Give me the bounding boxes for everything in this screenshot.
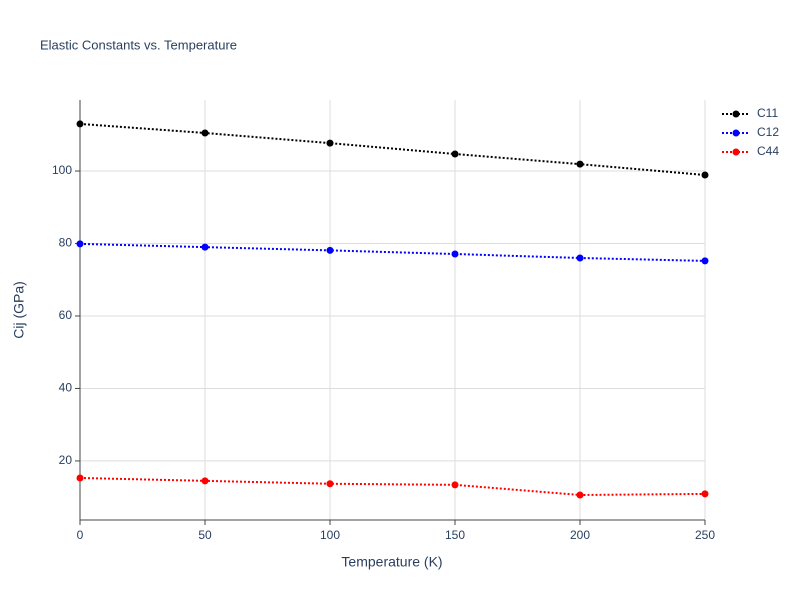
data-point	[576, 254, 584, 262]
data-point	[326, 139, 334, 147]
data-point	[76, 474, 84, 482]
y-tick-label: 60	[59, 308, 73, 322]
x-tick-label: 200	[570, 528, 590, 542]
data-point	[201, 243, 209, 251]
data-point	[201, 477, 209, 485]
series-line	[79, 122, 706, 177]
data-point	[201, 129, 209, 137]
y-tick-label: 80	[59, 236, 73, 250]
chart-title: Elastic Constants vs. Temperature	[40, 37, 237, 52]
x-axis-title: Temperature (K)	[341, 554, 442, 570]
data-point	[326, 246, 334, 254]
data-point	[701, 490, 709, 498]
y-axis-title: Cij (GPa)	[11, 281, 27, 339]
data-point	[76, 120, 84, 128]
data-point	[76, 240, 84, 248]
y-tick-label: 40	[59, 381, 73, 395]
data-point	[701, 171, 709, 179]
series-line	[79, 242, 706, 262]
legend-marker	[732, 110, 740, 118]
data-point	[326, 480, 334, 488]
x-tick-label: 100	[320, 528, 340, 542]
data-point	[451, 250, 459, 258]
data-point	[576, 491, 584, 499]
data-point	[576, 160, 584, 168]
data-point	[451, 150, 459, 158]
y-tick-label: 20	[59, 453, 73, 467]
data-point	[701, 257, 709, 265]
legend-marker	[732, 148, 740, 156]
x-tick-label: 250	[695, 528, 715, 542]
series-line	[79, 476, 706, 496]
legend-label: C11	[757, 106, 778, 120]
legend-label: C44	[757, 144, 779, 158]
legend-label: C12	[757, 125, 779, 139]
x-tick-label: 150	[445, 528, 465, 542]
x-tick-label: 0	[77, 528, 84, 542]
data-point	[451, 481, 459, 489]
legend-marker	[732, 129, 740, 137]
x-tick-label: 50	[198, 528, 212, 542]
y-tick-label: 100	[52, 163, 72, 177]
